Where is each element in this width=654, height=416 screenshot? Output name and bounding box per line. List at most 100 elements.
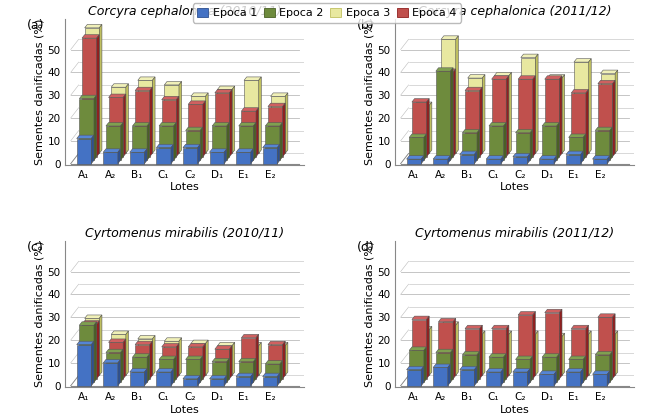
Polygon shape (468, 331, 485, 334)
Legend: Epoca 1, Epoca 2, Epoca 3, Epoca 4: Epoca 1, Epoca 2, Epoca 3, Epoca 4 (193, 3, 461, 22)
Polygon shape (186, 359, 200, 382)
Polygon shape (487, 159, 501, 163)
Polygon shape (521, 331, 538, 334)
Polygon shape (97, 321, 99, 379)
Polygon shape (138, 80, 152, 154)
Polygon shape (600, 70, 618, 74)
Polygon shape (103, 152, 118, 163)
Polygon shape (285, 93, 288, 154)
Polygon shape (135, 344, 150, 379)
Polygon shape (77, 344, 92, 386)
Polygon shape (244, 80, 258, 154)
Polygon shape (462, 352, 479, 355)
Polygon shape (441, 322, 458, 325)
Polygon shape (492, 329, 506, 379)
Polygon shape (111, 87, 126, 154)
Polygon shape (162, 344, 179, 347)
Polygon shape (513, 372, 528, 386)
Polygon shape (504, 123, 506, 160)
Polygon shape (191, 93, 208, 97)
Polygon shape (542, 354, 559, 357)
Polygon shape (218, 89, 232, 154)
Polygon shape (501, 156, 504, 163)
Polygon shape (518, 79, 533, 157)
Polygon shape (433, 156, 451, 159)
Polygon shape (171, 144, 174, 163)
Polygon shape (209, 149, 227, 152)
Polygon shape (407, 156, 424, 159)
Polygon shape (103, 149, 120, 152)
Polygon shape (421, 156, 424, 163)
Polygon shape (451, 349, 453, 382)
Polygon shape (451, 68, 453, 160)
Polygon shape (429, 327, 432, 376)
Polygon shape (487, 372, 501, 386)
Polygon shape (218, 346, 232, 376)
Polygon shape (129, 369, 147, 372)
Polygon shape (600, 74, 615, 154)
Polygon shape (612, 314, 615, 379)
Polygon shape (530, 356, 533, 382)
Polygon shape (583, 134, 586, 160)
Polygon shape (568, 137, 583, 160)
Polygon shape (156, 148, 171, 163)
Polygon shape (554, 371, 557, 386)
Polygon shape (547, 333, 564, 337)
Polygon shape (191, 344, 205, 376)
Polygon shape (504, 354, 506, 382)
Polygon shape (164, 338, 182, 341)
Y-axis label: Sementes danificadas (%): Sementes danificadas (%) (35, 240, 44, 387)
Polygon shape (540, 371, 557, 374)
Polygon shape (492, 325, 509, 329)
Polygon shape (188, 101, 205, 104)
Polygon shape (239, 362, 253, 382)
Polygon shape (224, 376, 227, 386)
Text: (a): (a) (27, 19, 44, 32)
Polygon shape (574, 62, 589, 154)
Polygon shape (239, 358, 256, 362)
X-axis label: Lotes: Lotes (500, 183, 530, 193)
Polygon shape (598, 317, 612, 379)
Polygon shape (545, 313, 559, 379)
Polygon shape (203, 344, 205, 379)
Polygon shape (209, 379, 224, 386)
Polygon shape (494, 331, 511, 334)
Polygon shape (489, 123, 506, 126)
Polygon shape (126, 331, 128, 376)
Polygon shape (421, 366, 424, 386)
Polygon shape (513, 157, 528, 163)
Polygon shape (79, 322, 97, 325)
Polygon shape (494, 76, 509, 154)
Polygon shape (129, 149, 147, 152)
Polygon shape (557, 123, 559, 160)
Polygon shape (156, 144, 174, 148)
Polygon shape (232, 342, 235, 376)
Polygon shape (494, 72, 511, 76)
Polygon shape (438, 69, 456, 72)
Polygon shape (159, 359, 174, 382)
Polygon shape (600, 334, 615, 376)
Polygon shape (215, 346, 232, 349)
Polygon shape (250, 149, 253, 163)
Polygon shape (236, 152, 250, 163)
Polygon shape (280, 123, 283, 160)
Polygon shape (501, 369, 504, 386)
Polygon shape (615, 331, 618, 376)
Polygon shape (135, 341, 152, 344)
Polygon shape (186, 131, 200, 160)
Polygon shape (266, 361, 283, 364)
Polygon shape (256, 108, 258, 157)
Polygon shape (477, 129, 479, 160)
Polygon shape (566, 151, 583, 154)
Polygon shape (118, 359, 120, 386)
Polygon shape (412, 319, 426, 379)
Polygon shape (162, 347, 177, 379)
Polygon shape (562, 74, 564, 154)
Polygon shape (407, 159, 421, 163)
Polygon shape (147, 354, 150, 382)
Polygon shape (407, 366, 424, 370)
Polygon shape (283, 341, 285, 379)
Polygon shape (489, 126, 504, 160)
Polygon shape (150, 87, 152, 157)
Polygon shape (482, 74, 485, 154)
